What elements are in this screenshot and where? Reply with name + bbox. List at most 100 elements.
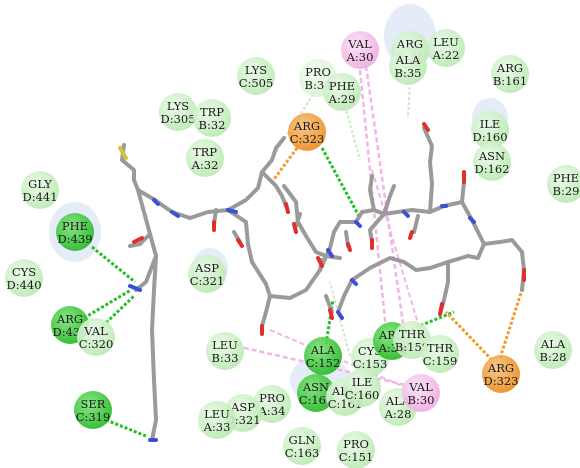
ligand-bond (338, 200, 464, 224)
residue-name: ASN (302, 380, 329, 394)
oxygen-atom (422, 122, 430, 132)
residue-disc (283, 427, 321, 465)
residue-name: ILE (480, 117, 501, 131)
residue-chain-id: D:441 (22, 190, 57, 204)
residue-name: ARG (293, 119, 320, 133)
residue-disc (253, 385, 291, 423)
residue-chain-id: D:162 (474, 162, 509, 176)
oxygen-atom (328, 308, 334, 320)
residue-name: TRP (193, 145, 217, 159)
residue-disc (337, 431, 375, 468)
ligand-bond (412, 214, 420, 234)
residue-chain-id: C:163 (285, 446, 320, 460)
residue-disc (471, 111, 509, 149)
pi-alkyl-line (371, 169, 421, 331)
pi-alkyl-line (364, 65, 406, 331)
residue-chain-id: A:28 (384, 407, 412, 421)
nitrogen-atom (128, 284, 142, 292)
residue-chain-id: A:34 (258, 404, 286, 418)
charge-line (444, 310, 494, 362)
nitrogen-atom (326, 248, 334, 258)
oxygen-atom (292, 222, 298, 234)
ligand-bond (460, 200, 526, 292)
residue-name: ASN (478, 149, 505, 163)
pi-alkyl-line (269, 329, 413, 391)
residue-chain-id: B:33 (212, 351, 239, 365)
residue-name: LYS (245, 63, 267, 77)
residue-name: PHE (329, 79, 355, 93)
residue-chain-id: C:323 (290, 132, 325, 146)
residue-chain-id: C:319 (76, 410, 111, 424)
residue-name: GLN (289, 433, 316, 447)
ligand-bond (336, 254, 470, 314)
residue-disc (198, 401, 236, 439)
nitrogen-atom (350, 278, 358, 286)
oxygen-atom (438, 302, 444, 316)
ligand-structure (118, 122, 526, 442)
residue-name: ALA (310, 343, 336, 357)
ligand-bond (260, 294, 272, 328)
residue-name: LEU (204, 407, 230, 421)
residue-disc (206, 332, 244, 370)
ligand-bond (226, 136, 286, 212)
residue-disc (323, 73, 361, 111)
residue-disc (427, 29, 465, 67)
hbond-line (320, 147, 362, 219)
residue-disc (343, 369, 381, 407)
residue-chain-id: C:321 (190, 274, 225, 288)
residue-chain-id: A:22 (432, 48, 460, 62)
residue-chain-id: A:29 (328, 92, 356, 106)
residue-name: ALA (540, 337, 566, 351)
residue-disc (297, 374, 335, 412)
ligand-bond (136, 188, 158, 442)
residue-disc (482, 355, 520, 393)
residue-chain-id: B:161 (493, 74, 527, 88)
residue-disc (159, 93, 197, 131)
residue-disc (237, 57, 275, 95)
ligand-bond (294, 212, 302, 228)
residue-chain-id: A:32 (191, 158, 219, 172)
residue-name: VAL (347, 37, 372, 51)
residue-name: ARG (56, 312, 83, 326)
residue-chain-id: D:440 (6, 278, 41, 292)
ligand-bond (368, 212, 386, 244)
residue-name: THR (427, 341, 454, 355)
nitrogen-atom (226, 208, 238, 214)
residue-name: ASP (194, 261, 219, 275)
carbon-hbond-line (344, 105, 361, 161)
residue-chain-id: B:35 (395, 66, 422, 80)
oxygen-atom (284, 202, 290, 214)
residue-name: PRO (343, 437, 369, 451)
residue-chain-id: C:162 (299, 393, 334, 407)
residue-disc (341, 31, 379, 69)
nitrogen-atom (170, 210, 180, 218)
residue-name: LEU (433, 35, 459, 49)
ligand-bond (382, 184, 396, 216)
residue-chain-id: A:33 (203, 420, 231, 434)
residue-disc (421, 335, 459, 373)
residue-name: PHE (553, 171, 579, 185)
oxygen-atom (236, 238, 244, 248)
residue-name: LYS (167, 99, 189, 113)
ligand-bond (260, 170, 288, 208)
residue-chain-id: B:159 (395, 340, 429, 354)
charge-line (498, 289, 524, 359)
residue-disc (491, 55, 529, 93)
residue-chain-id: C:151 (339, 450, 374, 464)
